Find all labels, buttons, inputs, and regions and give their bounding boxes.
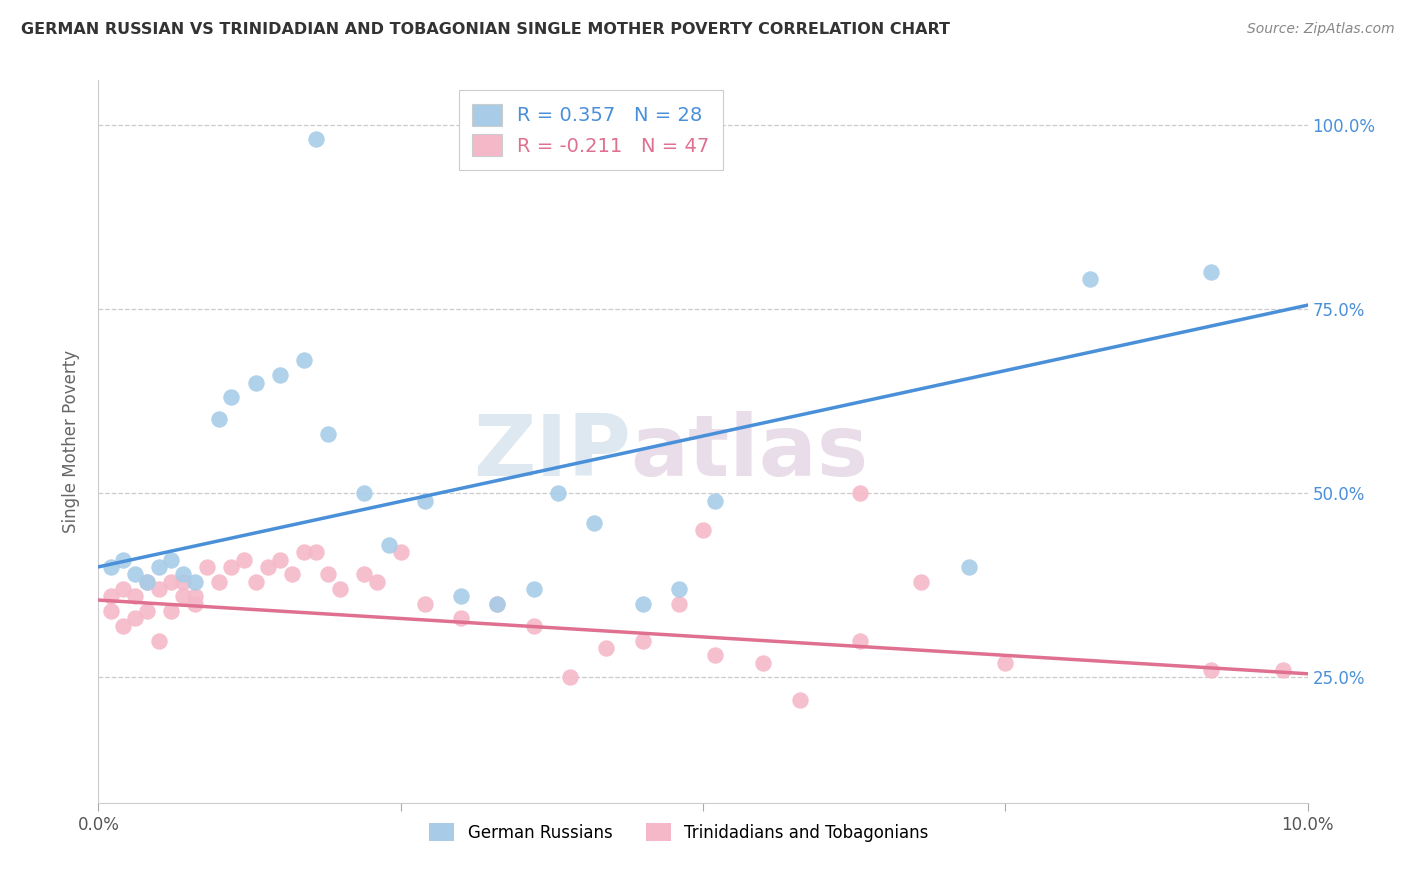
Point [172,574,194,589]
Text: atlas: atlas [630,411,869,494]
Point [245,376,267,390]
Point [377,538,399,552]
Point [316,567,339,582]
Point [100,590,122,604]
Point [148,582,170,596]
Point [208,412,231,426]
Point [111,582,134,596]
Point [631,597,654,611]
Point [1272,663,1295,677]
Point [353,567,375,582]
Text: ZIP: ZIP [472,411,630,494]
Point [849,633,872,648]
Point [523,582,546,596]
Point [789,692,811,706]
Point [148,560,170,574]
Point [668,597,690,611]
Point [486,597,509,611]
Point [160,604,183,618]
Point [558,670,581,684]
Point [111,619,134,633]
Point [172,567,194,582]
Point [692,523,714,537]
Point [583,516,606,530]
Point [957,560,980,574]
Point [752,656,775,670]
Point [523,619,546,633]
Point [269,552,291,566]
Point [135,604,157,618]
Point [160,552,183,566]
Point [195,560,218,574]
Point [184,597,207,611]
Point [329,582,352,596]
Point [849,486,872,500]
Point [668,582,690,596]
Text: GERMAN RUSSIAN VS TRINIDADIAN AND TOBAGONIAN SINGLE MOTHER POVERTY CORRELATION C: GERMAN RUSSIAN VS TRINIDADIAN AND TOBAGO… [21,22,950,37]
Point [184,574,207,589]
Point [389,545,412,559]
Point [486,597,509,611]
Point [221,390,243,404]
Point [450,611,472,625]
Point [1078,272,1101,286]
Y-axis label: Single Mother Poverty: Single Mother Poverty [62,350,80,533]
Point [135,574,157,589]
Point [305,132,328,146]
Point [124,590,146,604]
Point [124,611,146,625]
Point [221,560,243,574]
Point [160,574,183,589]
Point [910,574,932,589]
Point [316,427,339,442]
Point [1199,265,1222,279]
Text: Source: ZipAtlas.com: Source: ZipAtlas.com [1247,22,1395,37]
Point [704,648,727,663]
Point [292,353,315,368]
Point [366,574,388,589]
Point [148,633,170,648]
Point [631,633,654,648]
Legend: German Russians, Trinidadians and Tobagonians: German Russians, Trinidadians and Tobago… [423,817,935,848]
Point [292,545,315,559]
Point [413,597,436,611]
Point [305,545,328,559]
Point [353,486,375,500]
Point [184,590,207,604]
Point [547,486,569,500]
Point [413,493,436,508]
Point [135,574,157,589]
Point [256,560,278,574]
Point [100,604,122,618]
Point [232,552,254,566]
Point [450,590,472,604]
Point [111,552,134,566]
Point [100,560,122,574]
Point [281,567,304,582]
Point [124,567,146,582]
Point [208,574,231,589]
Point [245,574,267,589]
Point [269,368,291,383]
Point [1199,663,1222,677]
Point [595,640,617,655]
Point [994,656,1017,670]
Point [704,493,727,508]
Point [172,590,194,604]
